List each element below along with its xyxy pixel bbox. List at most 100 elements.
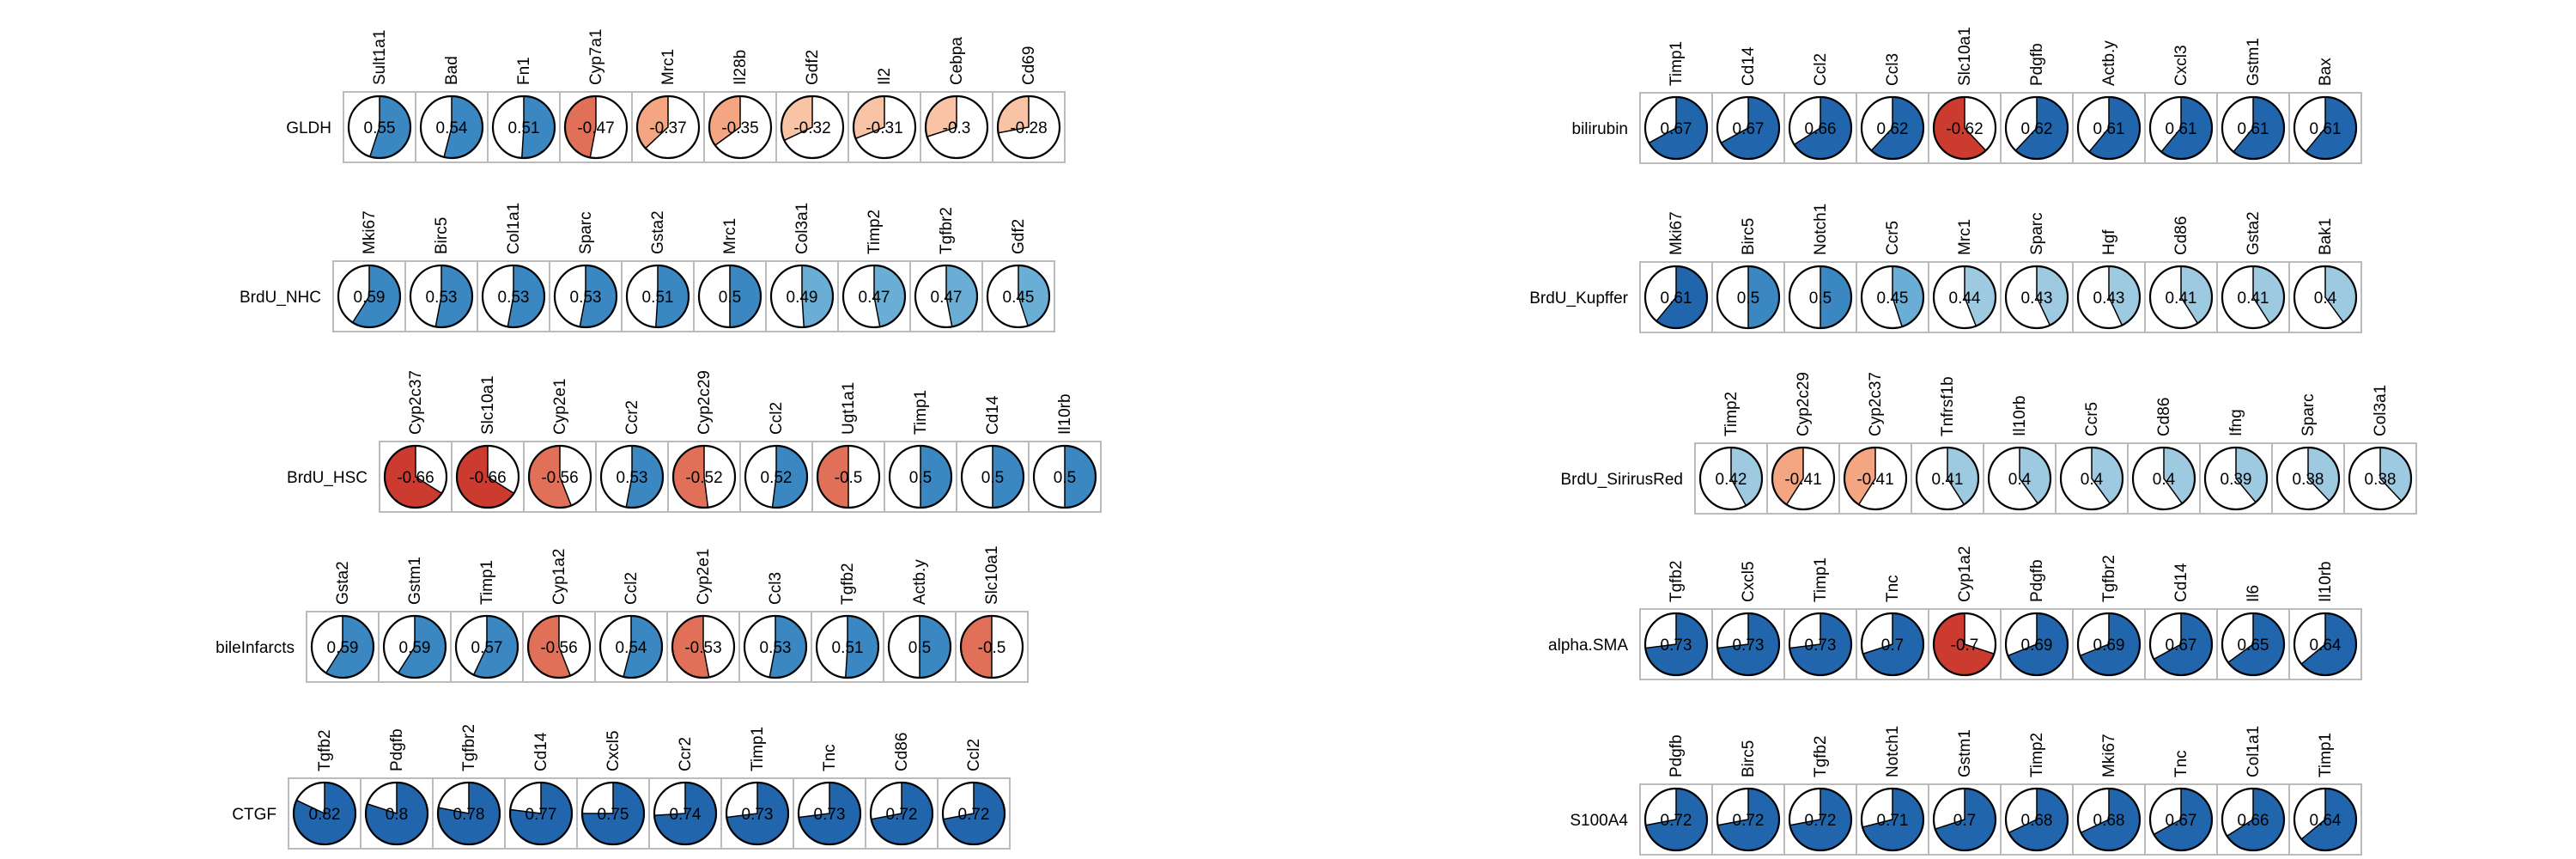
value-label: 0.68 (2021, 812, 2053, 830)
value-label: 0.54 (616, 639, 647, 657)
pie-outline (2221, 95, 2286, 161)
gene-label: Cd14 (1740, 46, 1758, 86)
gene-label: Tgfbr2 (2100, 555, 2118, 602)
gene-label: Col1a1 (2245, 726, 2263, 777)
pie-outline (780, 94, 845, 160)
gene-label: Il28b (732, 50, 750, 85)
pie-outline (2148, 787, 2214, 852)
value-label: -0.52 (685, 469, 722, 487)
gene-label: Hgf (2100, 229, 2118, 255)
pie-outline (959, 614, 1024, 679)
value-label: -0.35 (721, 119, 758, 137)
gene-label: Timp1 (749, 727, 767, 771)
gene-label: Cd86 (2155, 398, 2173, 436)
pie-outline (671, 444, 737, 509)
gene-label: Tnfrsf1b (1939, 376, 1957, 436)
gene-label: Sparc (2028, 212, 2046, 255)
value-label: 0.51 (508, 119, 540, 137)
value-label: 0.61 (2093, 120, 2125, 138)
pie-outline (960, 444, 1025, 509)
pie-outline (852, 94, 917, 160)
gene-label: Mki67 (361, 210, 379, 254)
value-label: 0.73 (742, 806, 774, 824)
value-label: -0.66 (469, 469, 506, 487)
pie-outline (409, 264, 474, 329)
gene-label: Ccl2 (1812, 53, 1830, 86)
pie-outline (508, 781, 574, 846)
gene-label: Gsta2 (334, 561, 352, 605)
value-label: 0.54 (436, 119, 468, 137)
value-label: 0.53 (617, 469, 648, 487)
pie-outline (2203, 446, 2269, 511)
gene-label: Ccl2 (965, 739, 983, 771)
value-label: 0.73 (1805, 637, 1837, 655)
gene-label: Sparc (2300, 393, 2318, 436)
pie-outline (2275, 446, 2341, 511)
pie-outline (1716, 787, 1781, 852)
value-label: 0.43 (2021, 289, 2053, 308)
gene-label: Timp1 (912, 390, 930, 435)
value-label: 0.59 (354, 289, 386, 307)
value-label: 0.66 (1805, 120, 1837, 138)
gene-label: Col1a1 (505, 203, 523, 254)
pie-row-0: GLDH Sult1a1 0.55 Bad 0.54 Fn1 0.51 Cyp7a1 -0.47… (286, 29, 1066, 163)
value-label: 0.5 (719, 289, 741, 307)
gene-label: Ccl2 (768, 402, 786, 435)
pie-outline (653, 781, 718, 846)
gene-label: Il6 (2245, 585, 2263, 602)
pie-outline (481, 264, 546, 329)
value-label: 0.62 (2021, 120, 2053, 138)
pie-outline (2004, 95, 2069, 161)
pie-outline (924, 94, 989, 160)
gene-label: Cd69 (1020, 46, 1038, 85)
gene-label: Ccr2 (623, 400, 641, 435)
gene-label: Birc5 (1740, 740, 1758, 777)
gene-label: Gstm1 (406, 557, 424, 605)
value-label: 0.59 (399, 639, 431, 657)
gene-label: Tnc (1884, 575, 1902, 602)
gene-label: Cxcl3 (2172, 45, 2190, 86)
pie-row-3: bileInfarcts Gsta2 0.59 Gstm1 0.59 Timp1 0.57 C… (216, 545, 1029, 683)
gene-label: Cyp2e1 (695, 549, 713, 606)
row-label: alpha.SMA (1548, 637, 1628, 655)
gene-label: Pdgfb (1668, 734, 1686, 777)
gene-label: Birc5 (1740, 218, 1758, 255)
pie-row-8: alpha.SMA Tgfb2 0.73 Cxcl5 0.73 Timp1 0.73 Tnc 0… (1548, 546, 2362, 680)
pie-outline (2293, 787, 2358, 852)
pie-outline (2293, 265, 2358, 330)
value-label: 0.73 (1661, 637, 1692, 655)
pie-outline (436, 781, 501, 846)
pie-outline (491, 94, 556, 160)
pie-outline (599, 444, 665, 509)
pie-outline (888, 444, 953, 509)
pie-outline (598, 614, 664, 679)
gene-label: Cd14 (984, 395, 1002, 435)
value-label: 0.5 (981, 469, 1004, 487)
value-label: 0.53 (570, 289, 602, 307)
gene-label: Tgfbr2 (938, 207, 956, 254)
value-label: 0.42 (1716, 471, 1747, 489)
pie-outline (1860, 612, 1925, 677)
pie-outline (708, 94, 773, 160)
pie-outline (310, 614, 375, 679)
pie-outline (1788, 787, 1853, 852)
value-label: 0.73 (1733, 637, 1765, 655)
value-label: 0.75 (598, 806, 629, 824)
pie-outline (797, 781, 862, 846)
value-label: -0.41 (1784, 471, 1821, 489)
gene-label: Timp2 (2028, 733, 2046, 777)
pie-outline (816, 444, 881, 509)
row-label: BrdU_SirirusRed (1560, 471, 1683, 489)
value-label: 0.61 (2166, 120, 2197, 138)
pie-outline (986, 264, 1051, 329)
value-label: 0.74 (670, 806, 702, 824)
value-label: -0.37 (649, 119, 686, 137)
value-label: 0.72 (886, 806, 918, 824)
pie-outline (454, 614, 519, 679)
pie-outline (2348, 446, 2413, 511)
value-label: 0.5 (909, 469, 932, 487)
gene-label: Cyp2c29 (1795, 372, 1813, 436)
gene-label: Col3a1 (793, 203, 811, 254)
pie-outline (769, 264, 835, 329)
value-label: -0.7 (1951, 637, 1979, 655)
